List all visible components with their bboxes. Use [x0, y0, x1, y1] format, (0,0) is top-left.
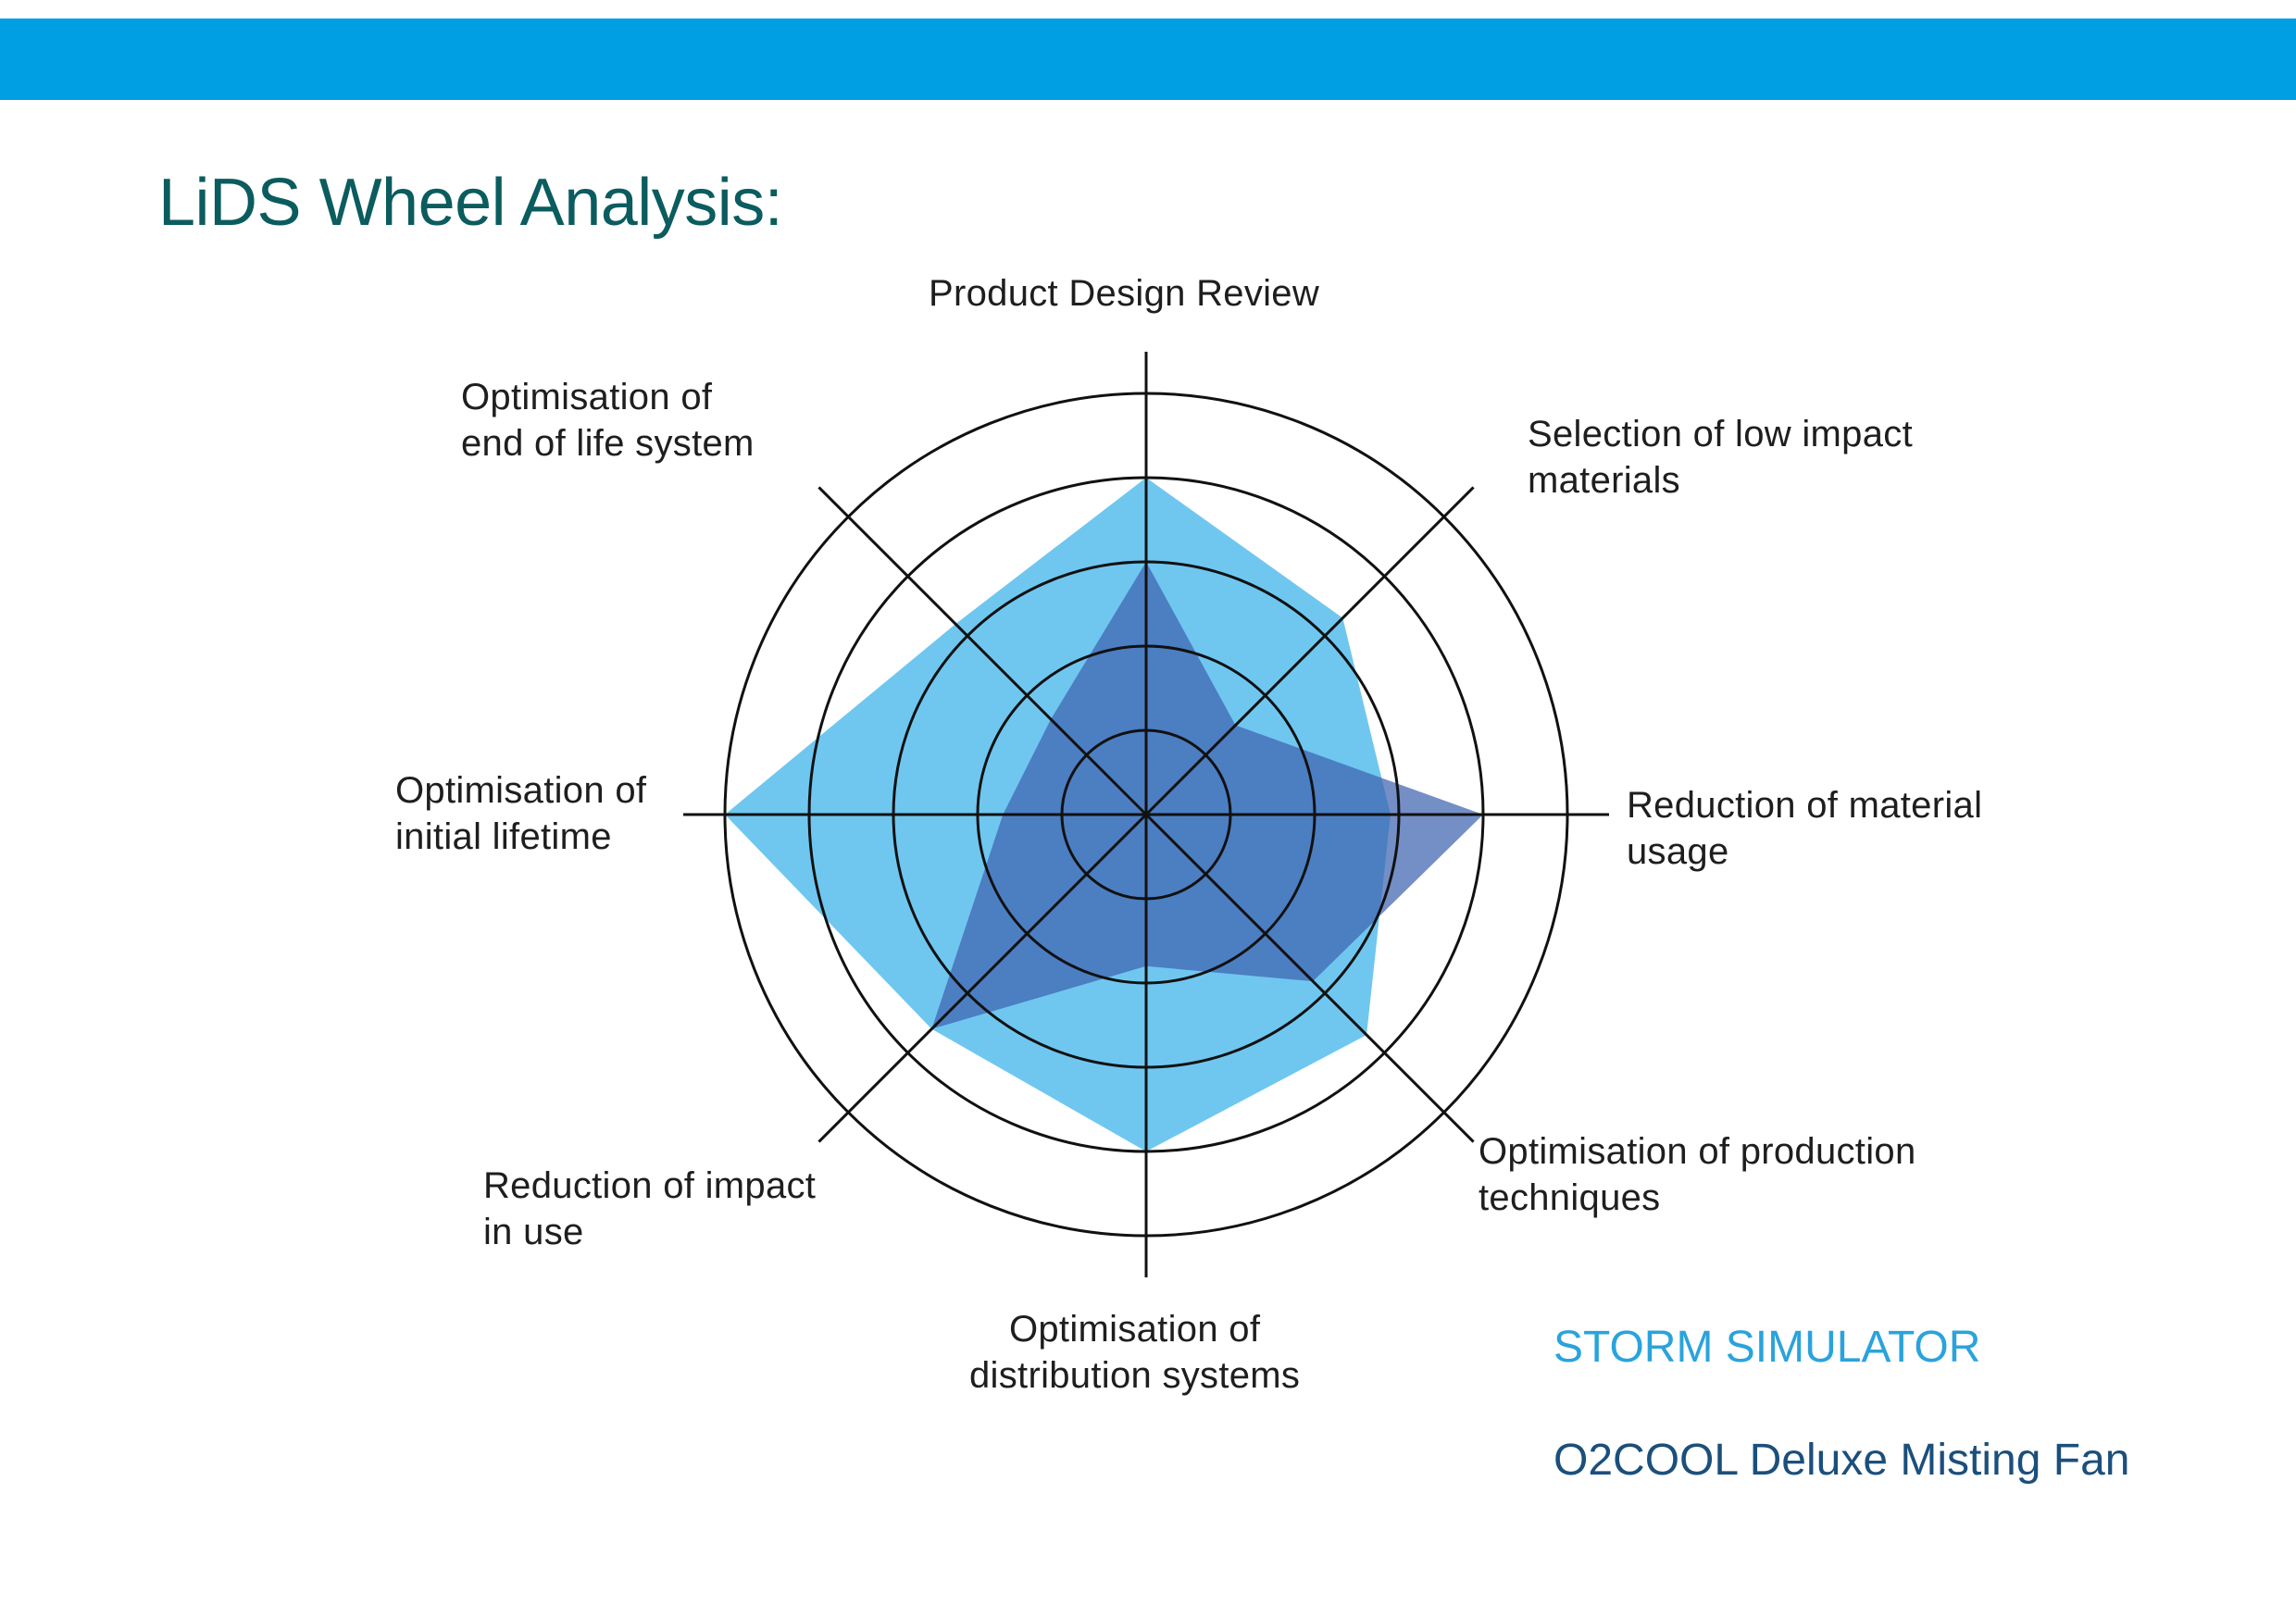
- header-bar: [0, 19, 2296, 100]
- axis-label-material-usage: Reduction of material usage: [1627, 785, 1983, 872]
- axis-label-production-techniques: Optimisation of production techniques: [1479, 1131, 1916, 1218]
- series-area-2: [931, 562, 1483, 1029]
- legend-storm-simulator: STORM SIMULATOR: [1554, 1323, 1981, 1372]
- axis-spoke-6: [817, 813, 1148, 1143]
- axis-label-low-impact-materials: Selection of low impact materials: [1528, 414, 1913, 501]
- axis-label-distribution-systems: Optimisation of distribution systems: [969, 1309, 1301, 1396]
- axis-spoke-2: [1144, 486, 1475, 816]
- axis-label-initial-lifetime: Optimisation of initial lifetime: [395, 770, 647, 857]
- axis-label-end-of-life: Optimisation of end of life system: [461, 377, 755, 464]
- axis-label-product-design-review: Product Design Review: [929, 273, 1320, 314]
- page-title: LiDS Wheel Analysis:: [158, 166, 783, 240]
- legend-o2cool-fan: O2COOL Deluxe Misting Fan: [1554, 1436, 2130, 1485]
- axis-spoke-8: [817, 486, 1148, 816]
- axis-spoke-4: [1144, 813, 1475, 1143]
- axis-label-impact-in-use: Reduction of impact in use: [483, 1165, 817, 1252]
